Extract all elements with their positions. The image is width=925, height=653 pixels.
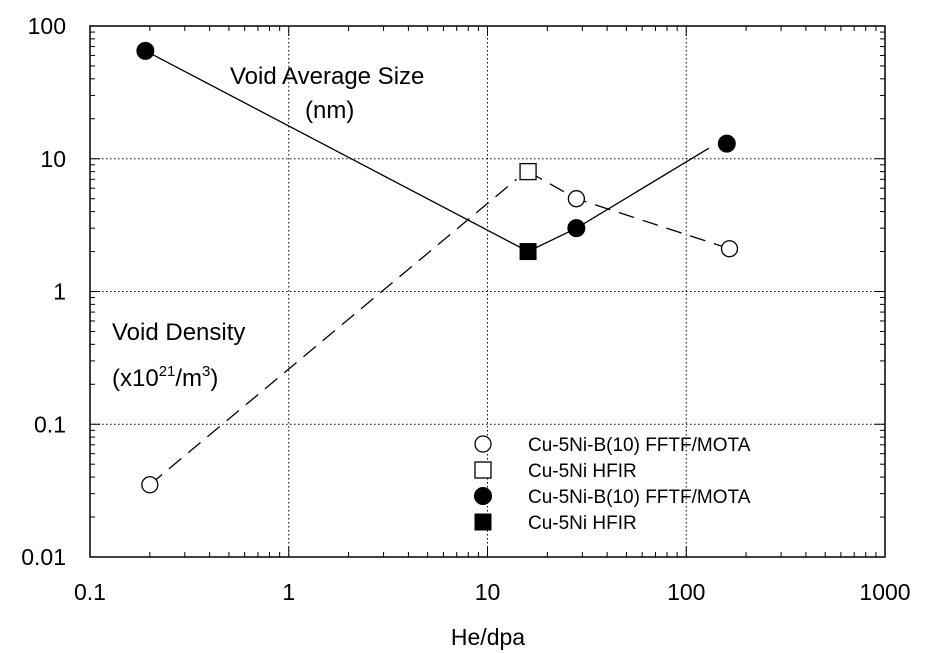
legend-label: Cu-5Ni HFIR <box>528 513 637 534</box>
legend-label: Cu-5Ni-B(10) FFTF/MOTA <box>528 487 751 508</box>
x-axis-title: He/dpa <box>451 624 525 650</box>
y-tick-label: 0.1 <box>34 411 66 437</box>
density-exponent-3: 3 <box>202 363 210 380</box>
legend: Cu-5Ni-B(10) FFTF/MOTA Cu-5Ni HFIR Cu-5Ni-… <box>474 435 751 534</box>
data-point-filled-circle <box>567 219 586 238</box>
series-lines <box>145 50 730 486</box>
x-tick-label: 100 <box>667 579 705 605</box>
data-point-open-square <box>519 162 537 181</box>
y-tick-label: 100 <box>28 13 66 39</box>
void-size-line <box>145 50 529 253</box>
data-point-filled-square <box>519 243 537 261</box>
legend-label: Cu-5Ni-B(10) FFTF/MOTA <box>528 435 751 456</box>
data-point-open-circle <box>567 190 586 208</box>
void-density-line <box>149 178 517 486</box>
density-exponent-21: 21 <box>159 363 176 380</box>
axis-ticks <box>89 26 885 558</box>
density-annotation-line2: (x1021/m3) <box>112 363 218 392</box>
data-point-open-circle <box>720 240 739 258</box>
void-size-line <box>527 147 710 253</box>
data-point-filled-circle <box>717 134 736 153</box>
density-annotation-line1: Void Density <box>112 319 245 346</box>
x-tick-labels: 0.1 1 10 100 1000 <box>74 579 911 605</box>
size-annotation-line2: (nm) <box>305 97 354 124</box>
legend-marker-open-square <box>474 461 492 479</box>
density-suffix: ) <box>210 365 218 392</box>
y-tick-label: 10 <box>40 146 66 172</box>
y-tick-label: 0.01 <box>21 544 66 570</box>
grid <box>90 26 885 557</box>
legend-marker-open-circle <box>474 435 492 453</box>
legend-label: Cu-5Ni HFIR <box>528 461 637 482</box>
legend-marker-filled-circle <box>474 487 492 505</box>
y-tick-labels: 0.01 0.1 1 10 100 <box>21 13 66 570</box>
x-tick-label: 0.1 <box>74 579 106 605</box>
legend-marker-filled-square <box>474 513 492 531</box>
density-prefix: (x10 <box>112 365 159 392</box>
size-annotation-line1: Void Average Size <box>230 63 424 90</box>
density-unit: /m <box>175 365 202 392</box>
x-tick-label: 1 <box>282 579 295 605</box>
data-point-filled-circle <box>136 41 155 60</box>
series-markers <box>136 41 739 494</box>
y-tick-label: 1 <box>53 279 66 305</box>
x-tick-label: 1000 <box>859 579 910 605</box>
data-point-open-circle <box>141 476 159 494</box>
x-tick-label: 10 <box>475 579 501 605</box>
